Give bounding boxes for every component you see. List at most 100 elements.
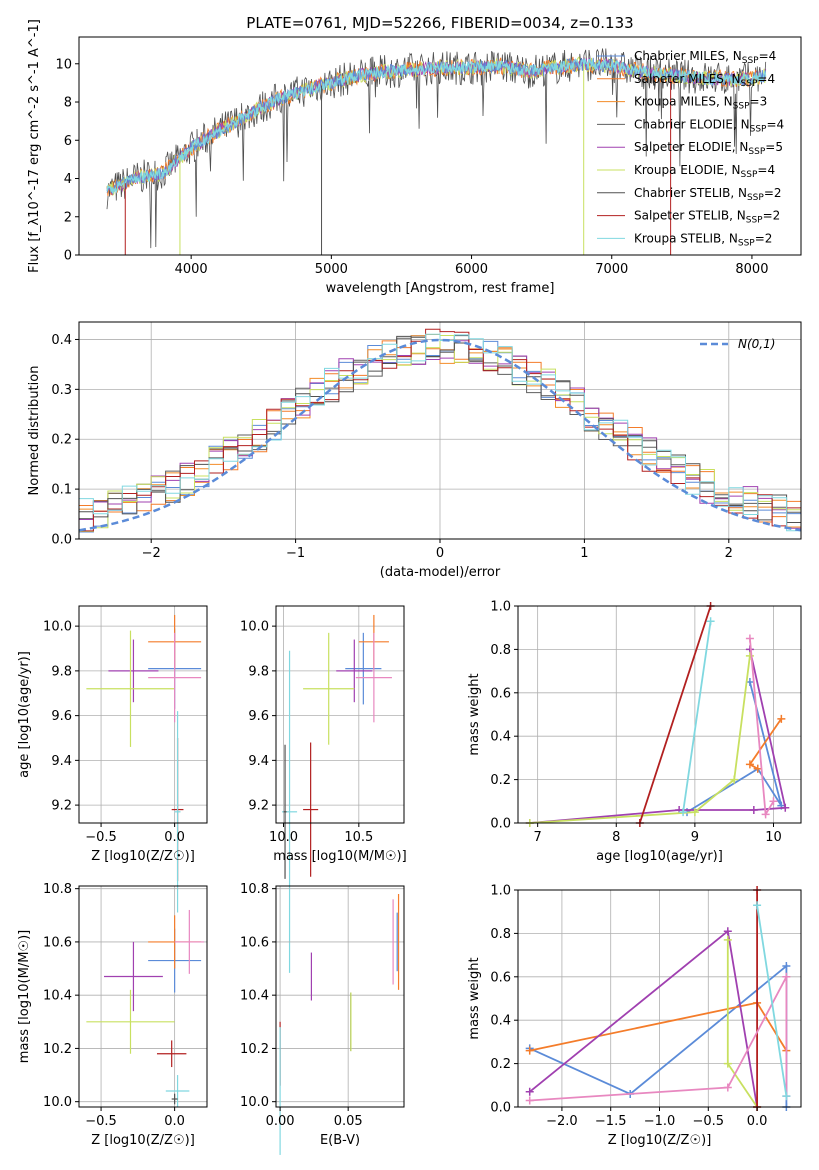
x-tick-label: 9 [691,830,699,845]
x-tick-label: −0.5 [85,1114,117,1129]
weight-marker [753,764,762,773]
weight-marker [745,634,754,643]
y-tick-label: 10 [55,57,72,72]
y-tick-label: 2 [64,210,72,225]
age-vs-mass-panel: 10.0 10.5 9.2 9.4 9.6 9.8 10.0 mass [log10(M/M☉… [240,605,407,973]
y-tick-label: 10.0 [43,620,72,635]
plot-area [106,48,767,255]
y-tick-label: 0.8 [490,927,511,942]
weight-marker [781,803,790,812]
weight-marker [769,797,778,806]
x-tick-label: 5000 [315,262,348,277]
weight-marker [745,651,754,660]
weight-marker [749,805,758,814]
legend-subscript: SSP [741,170,758,180]
axes-frame [275,605,405,824]
y-tick-label: 1.0 [490,600,511,615]
legend-entry: Chabrier MILES, NSSP=4 [634,49,776,66]
weight-vs-metallicity-panel: −2.0 −1.5 −1.0 −0.5 0.0 0.0 0.2 0.4 0.6 0.8 1.0 Z [… [467,884,802,1148]
weight-line [682,621,712,813]
y-axis-label: mass weight [467,957,482,1039]
y-tick-label: 10.8 [43,882,72,897]
legend-subscript: SSP [750,124,767,134]
legend-entry: Chabrier STELIB, NSSP=2 [634,186,782,203]
legend-value: =3 [750,95,768,109]
legend-entry: Salpeter ELODIE, NSSP=5 [634,140,783,157]
weight-marker [706,617,715,626]
y-axis-label: Flux [f_λ10^-17 erg cm^-2 s^-1 A^-1] [27,19,42,273]
x-tick-label: 10.0 [269,830,298,845]
x-tick-label: −1 [286,546,305,561]
y-tick-label: 9.8 [248,664,269,679]
axes-frame [78,885,208,1108]
plot-area [279,893,400,1155]
y-tick-label: 0.4 [490,730,511,745]
legend-entry: Salpeter MILES, NSSP=4 [634,72,775,89]
legend-entry: Kroupa MILES, NSSP=3 [634,95,767,112]
weight-marker [761,810,770,819]
x-tick-label: 0.05 [334,1114,363,1129]
weight-line [529,655,751,824]
y-tick-label: 1.0 [490,884,511,899]
y-tick-label: 10.0 [240,620,269,635]
y-tick-label: 0.0 [490,1101,511,1116]
x-tick-label: 4000 [175,262,208,277]
x-tick-label: 0.00 [266,1114,295,1129]
x-tick-label: 0.0 [164,1114,185,1129]
y-tick-label: 0.6 [490,686,511,701]
y-tick-label: 10.2 [43,1042,72,1057]
x-axis-label: wavelength [Angstrom, rest frame] [326,281,555,296]
plot-area [525,886,791,1111]
y-tick-label: 0.0 [490,817,511,832]
weight-vs-age-panel: 7 8 9 10 0.0 0.2 0.4 0.6 0.8 1.0 age [log10(age/yr… [467,600,802,864]
x-tick-label: −1.5 [595,1114,627,1129]
legend-entry: N(0,1) [738,337,775,351]
legend-subscript: SSP [733,102,750,112]
y-tick-label: 0.2 [490,773,511,788]
legend-subscript: SSP [741,79,758,89]
y-tick-label: 0.1 [51,483,72,498]
y-tick-label: 10.2 [240,1042,269,1057]
legend-value: =2 [755,231,773,245]
weight-marker [690,808,699,817]
legend-subscript: SSP [748,147,765,157]
axes-frame [517,605,802,824]
weight-line [686,681,783,813]
y-tick-label: 0 [64,249,72,264]
legend-value: =2 [763,209,781,223]
y-axis-label: mass weight [467,673,482,755]
y-tick-label: 10.6 [43,935,72,950]
weight-marker [525,1046,534,1055]
weight-line [529,976,788,1102]
weight-line [638,605,712,824]
legend-entry: Salpeter STELIB, NSSP=2 [634,209,780,226]
y-tick-label: 0.3 [51,383,72,398]
weight-marker [753,901,762,910]
axes-frame [78,605,208,824]
y-tick-label: 4 [64,172,72,187]
legend-value: =4 [757,163,775,177]
x-axis-label: Z [log10(Z/Z☉)] [608,1133,712,1148]
weight-marker [723,1083,732,1092]
legend-value: =4 [757,72,775,86]
y-tick-label: 0.4 [490,1014,511,1029]
y-tick-label: 6 [64,134,72,149]
x-tick-label: 0.0 [164,830,185,845]
legend-subscript: SSP [747,193,764,203]
weight-marker [525,1087,534,1096]
legend-subscript: SSP [746,216,763,226]
y-tick-label: 10.4 [240,989,269,1004]
residual-histogram-step [79,335,801,523]
y-tick-label: 0.4 [51,333,72,348]
legend-entry: Kroupa STELIB, NSSP=2 [634,231,772,248]
y-tick-label: 0.0 [51,533,72,548]
y-tick-label: 10.4 [43,989,72,1004]
y-tick-label: 10.6 [240,935,269,950]
weight-line [529,1001,788,1052]
gaussian-curve [78,338,802,532]
x-tick-label: 8 [612,830,620,845]
legend-subscript: SSP [738,238,755,248]
x-tick-label: 1 [580,546,588,561]
weight-marker [730,775,739,784]
x-tick-label: −2.0 [546,1114,578,1129]
